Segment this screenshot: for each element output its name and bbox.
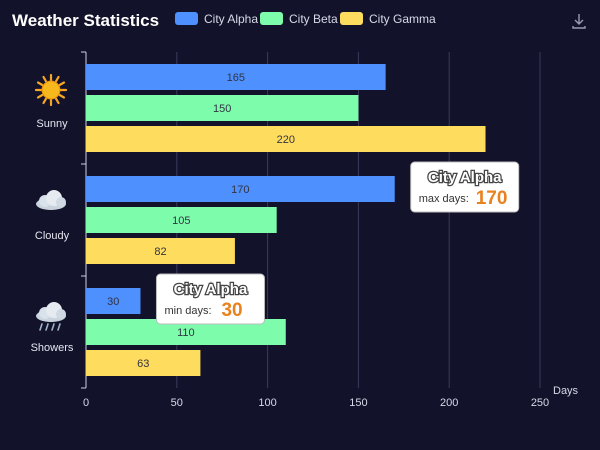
value-axis: 0 50 100 150 200 250 bbox=[83, 397, 549, 409]
legend-swatch bbox=[340, 12, 363, 25]
cloud-icon bbox=[36, 190, 66, 210]
annotation-value: 170 bbox=[476, 188, 508, 209]
bar-value-label: 63 bbox=[137, 358, 149, 370]
legend-label: City Gamma bbox=[369, 12, 436, 26]
bar[interactable] bbox=[86, 207, 277, 233]
download-icon[interactable] bbox=[569, 11, 589, 31]
chart-legend: City Alpha City Beta City Gamma bbox=[175, 12, 436, 26]
bar[interactable] bbox=[86, 238, 235, 264]
legend-swatch bbox=[175, 12, 198, 25]
bar-value-label: 150 bbox=[213, 103, 231, 115]
legend-label: City Beta bbox=[289, 12, 338, 26]
category-label: Cloudy bbox=[35, 230, 70, 242]
bar[interactable] bbox=[86, 95, 359, 121]
bar-value-label: 220 bbox=[277, 134, 295, 146]
legend-swatch bbox=[260, 12, 283, 25]
bar-value-label: 82 bbox=[154, 246, 166, 258]
legend-item[interactable]: City Beta bbox=[260, 12, 338, 26]
annotation-box: City Alpha min days: 30 bbox=[155, 273, 265, 325]
annotation-series: City Alpha bbox=[428, 169, 502, 186]
bar[interactable] bbox=[86, 350, 201, 376]
category-axis: Sunny Cloudy Showers bbox=[31, 51, 87, 389]
x-tick-label: 250 bbox=[531, 397, 549, 409]
x-axis-name: Days bbox=[553, 385, 579, 397]
bars: 165 150 220 170 105 82 30 110 63 bbox=[86, 64, 486, 376]
x-tick-label: 200 bbox=[440, 397, 458, 409]
bar[interactable] bbox=[86, 288, 141, 314]
annotation-label: min days: bbox=[164, 305, 211, 317]
legend-item[interactable]: City Gamma bbox=[340, 12, 436, 26]
bar-value-label: 105 bbox=[172, 215, 190, 227]
annotation-value: 30 bbox=[221, 300, 242, 321]
bar[interactable] bbox=[86, 64, 386, 90]
x-tick-label: 0 bbox=[83, 397, 89, 409]
bar[interactable] bbox=[86, 176, 395, 202]
bar-value-label: 165 bbox=[227, 72, 245, 84]
annotation-series: City Alpha bbox=[174, 281, 248, 298]
category-label: Showers bbox=[31, 342, 74, 354]
annotation-label: max days: bbox=[419, 193, 469, 205]
x-tick-label: 100 bbox=[258, 397, 276, 409]
category-label: Sunny bbox=[36, 118, 68, 130]
rain-cloud-icon bbox=[36, 302, 66, 331]
x-tick-label: 50 bbox=[171, 397, 183, 409]
annotation-box: City Alpha max days: 170 bbox=[410, 161, 520, 213]
x-tick-label: 150 bbox=[349, 397, 367, 409]
chart-title: Weather Statistics bbox=[12, 11, 159, 30]
bar[interactable] bbox=[86, 126, 486, 152]
bar-value-label: 30 bbox=[107, 296, 119, 308]
legend-item[interactable]: City Alpha bbox=[175, 12, 258, 26]
annotations: City Alpha max days: 170 City Alpha min days… bbox=[155, 161, 520, 325]
bar-value-label: 110 bbox=[177, 327, 195, 339]
bar-value-label: 170 bbox=[231, 184, 249, 196]
legend-label: City Alpha bbox=[204, 12, 258, 26]
sun-icon bbox=[34, 73, 68, 107]
